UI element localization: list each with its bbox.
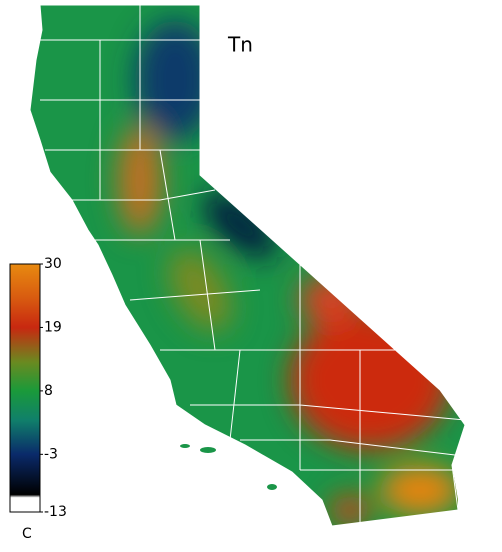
colorbar-tick-label: 8 [44,383,53,399]
colorbar-tick-label: 19 [44,319,62,335]
county-line [40,5,466,526]
colorbar-unit: C [22,526,32,542]
island [180,444,190,448]
hot-southeast [380,465,460,515]
colorbar-tick-label: -13 [44,504,67,520]
state-border [29,4,466,527]
colorbar-tick-label: -3 [44,446,58,462]
hot-east [300,275,360,325]
warm-valley [118,125,162,235]
island [267,484,277,490]
county-lines [29,4,466,527]
cold-sierra [203,192,277,258]
map-title: Tn [227,33,253,57]
colorbar [9,263,41,513]
colorbar-tick-label: 30 [44,256,62,272]
islands [180,444,277,490]
hot-desert [290,310,450,450]
warm-san-diego [330,495,370,525]
cold-north [135,20,215,140]
island [200,447,216,453]
colorbar-ticks: 30 19 8 -3 -13 [40,256,67,520]
warm-south-valley [168,249,232,331]
